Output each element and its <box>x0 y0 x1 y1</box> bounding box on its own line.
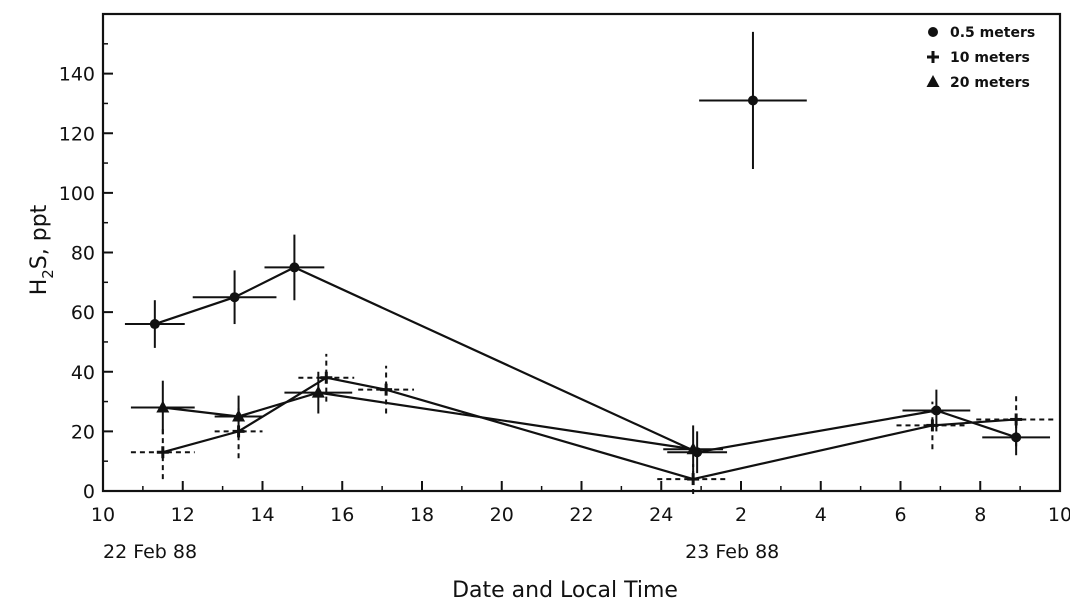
x-tick-label: 6 <box>894 504 906 526</box>
x-tick-label: 10 <box>1048 504 1070 526</box>
legend-label: 10 meters <box>950 50 1030 66</box>
marker-circle <box>289 262 300 273</box>
y-axis-title-subscript: 2 <box>39 269 57 279</box>
plot-frame <box>101 12 1062 493</box>
series-line <box>162 391 694 451</box>
marker-triangle <box>686 442 700 455</box>
y-tick-label: 60 <box>71 302 95 324</box>
date-label: 23 Feb 88 <box>685 541 779 563</box>
marker-circle <box>928 27 938 37</box>
x-tick-label: 2 <box>735 504 747 526</box>
y-tick-label: 0 <box>83 481 95 503</box>
data-point <box>130 425 195 480</box>
legend-label: 20 meters <box>950 75 1030 91</box>
y-tick-label: 120 <box>59 123 95 145</box>
y-axis-title: H2S, ppt <box>27 204 57 295</box>
x-tick-label: 4 <box>815 504 827 526</box>
y-tick-label: 100 <box>59 183 95 205</box>
x-axis-title: Date and Local Time <box>452 578 678 603</box>
y-axis-title-rest: S, ppt <box>27 204 52 269</box>
axis-titles: Date and Local Time H2S, ppt <box>27 204 678 603</box>
y-tick-label: 20 <box>71 421 95 443</box>
series-layer <box>124 31 1057 494</box>
series-20-meters <box>130 371 724 474</box>
data-point <box>214 395 263 438</box>
marker-circle <box>747 95 758 106</box>
x-tick-label: 10 <box>91 504 115 526</box>
date-label: 22 Feb 88 <box>103 541 197 563</box>
marker-triangle <box>232 409 246 422</box>
data-point <box>896 401 969 450</box>
x-tick-label: 8 <box>974 504 986 526</box>
marker-triangle <box>156 400 170 413</box>
marker-circle <box>931 405 942 416</box>
marker-circle <box>1011 432 1022 443</box>
data-point <box>264 234 325 301</box>
y-axis-title-h: H <box>27 279 52 296</box>
x-tick-label: 16 <box>330 504 354 526</box>
data-point <box>192 270 277 325</box>
marker-triangle <box>926 75 940 87</box>
series-line <box>154 266 1017 454</box>
data-point <box>663 425 724 474</box>
legend-label: 0.5 meters <box>950 25 1035 41</box>
y-tick-label: 80 <box>71 243 95 265</box>
x-tick-label: 24 <box>649 504 673 526</box>
series-0-5-meters <box>124 31 1051 474</box>
data-point <box>657 464 730 494</box>
x-tick-label: 12 <box>171 504 195 526</box>
data-point <box>284 371 353 414</box>
y-tick-label: 40 <box>71 362 95 384</box>
data-point-isolated <box>699 31 807 170</box>
series-10-meters <box>130 353 1057 494</box>
data-point <box>124 300 185 348</box>
y-tick-label: 140 <box>59 64 95 86</box>
marker-circle <box>229 292 240 303</box>
data-point <box>298 353 355 402</box>
x-tick-label: 14 <box>250 504 274 526</box>
legend: 0.5 meters 10 meters 20 meters <box>926 25 1035 91</box>
data-point <box>130 380 195 435</box>
data-point <box>976 392 1057 447</box>
x-tick-label: 18 <box>410 504 434 526</box>
marker-circle <box>149 319 160 330</box>
data-point <box>358 365 415 414</box>
x-tick-label: 22 <box>569 504 593 526</box>
marker-triangle <box>311 385 325 398</box>
x-tick-label: 20 <box>490 504 514 526</box>
